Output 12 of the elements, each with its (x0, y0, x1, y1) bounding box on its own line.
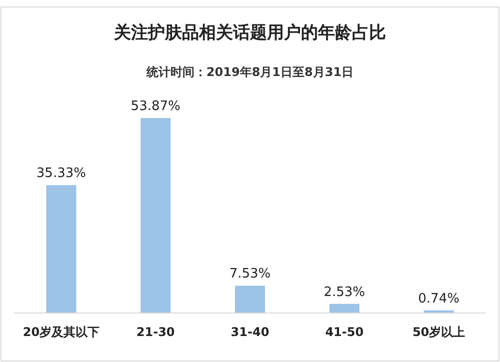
x-tick-label: 41-50 (325, 325, 364, 339)
x-tick-label: 31-40 (230, 325, 270, 339)
data-label: 7.53% (229, 266, 271, 282)
data-label: 0.74% (418, 291, 460, 306)
x-tick-label: 20岁及其以下 (22, 325, 100, 339)
x-tick-label: 21-30 (136, 325, 175, 339)
subtitle: 统计时间：2019年8月1日至8月31日 (146, 65, 354, 79)
title: 关注护肤品相关话题用户的年龄占比 (114, 23, 386, 43)
data-label: 53.87% (130, 99, 180, 114)
data-label: 35.33% (36, 166, 86, 182)
data-label: 2.53% (324, 284, 366, 300)
x-tick-label: 50岁以上 (412, 325, 466, 339)
